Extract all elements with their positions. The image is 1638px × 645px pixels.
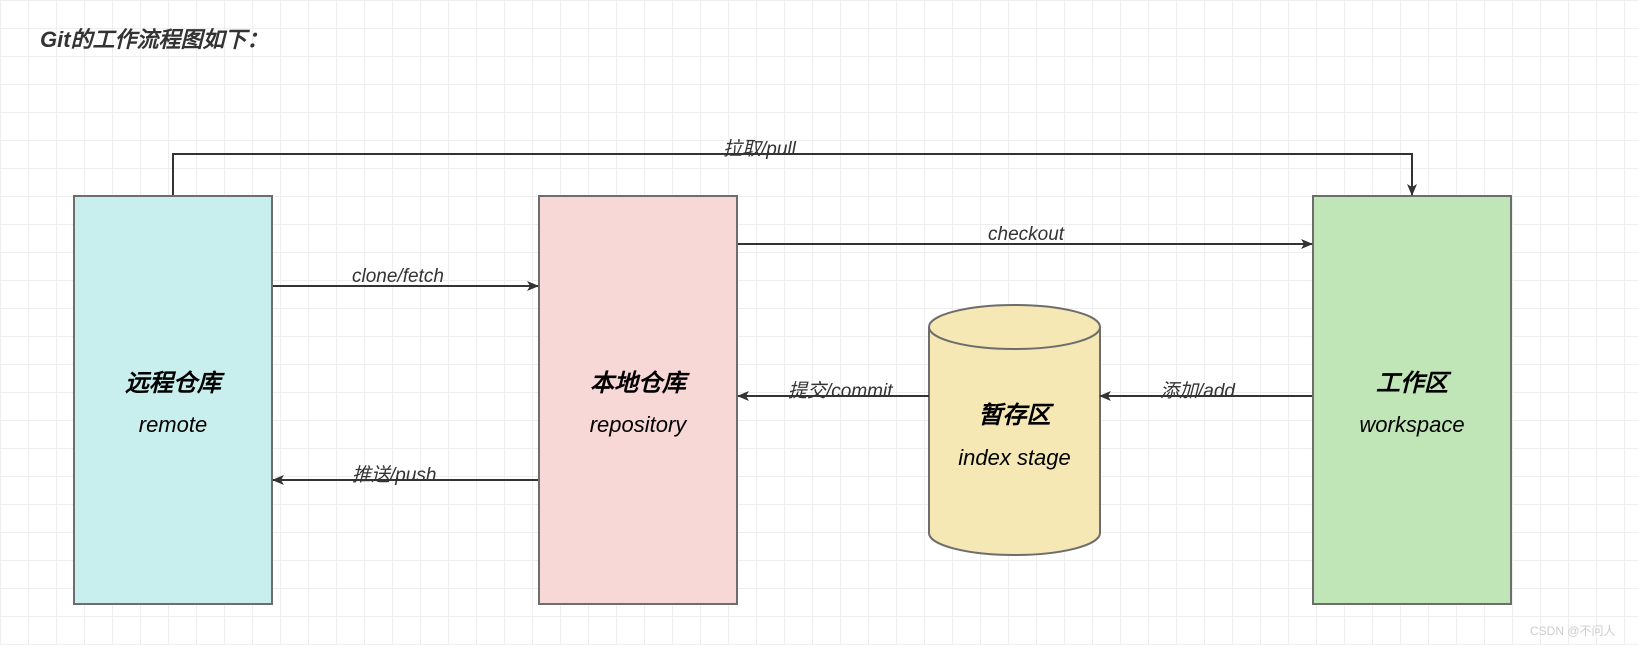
node-workspace-title: 工作区 [1376,363,1448,398]
node-remote-title: 远程仓库 [125,363,221,398]
watermark: CSDN @不问人 [1530,622,1616,639]
diagram-title: Git的工作流程图如下： [40,22,269,54]
node-index-title: 暂存区 [929,395,1100,430]
node-repository-sub: repository [590,412,687,438]
edge-label-add: 添加/add [1160,376,1235,403]
node-repository: 本地仓库 repository [538,195,738,605]
edge-label-pull: 拉取/pull [723,134,796,161]
node-index-sub: index stage [929,445,1100,471]
node-remote-sub: remote [139,412,207,438]
node-index-stage: 暂存区 index stage [929,305,1100,555]
node-repository-title: 本地仓库 [590,363,686,398]
edge-label-push: 推送/push [352,460,436,487]
edge-label-clone-fetch: clone/fetch [352,266,444,288]
node-workspace-sub: workspace [1359,412,1464,438]
edge-label-commit: 提交/commit [788,376,893,403]
diagram-canvas: Git的工作流程图如下： 远程仓库 remote 本地仓库 repository… [0,0,1638,645]
node-remote: 远程仓库 remote [73,195,273,605]
edge-label-checkout: checkout [988,224,1064,246]
node-workspace: 工作区 workspace [1312,195,1512,605]
